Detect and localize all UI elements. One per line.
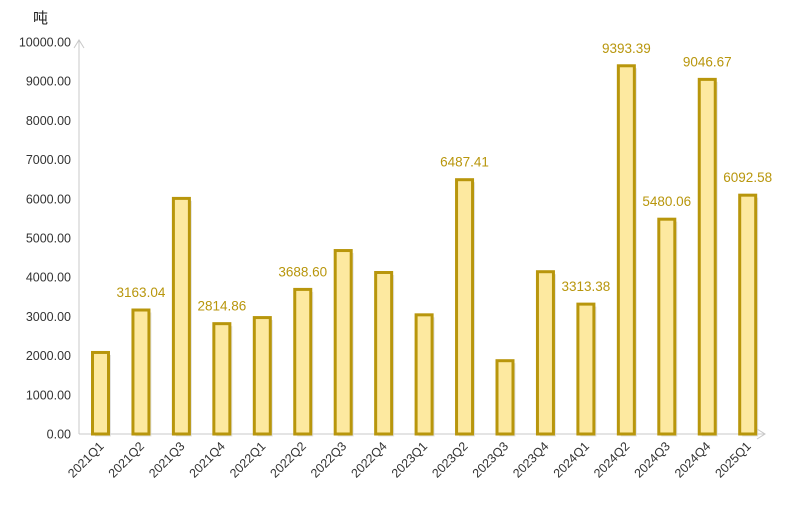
bar <box>91 350 110 436</box>
bar <box>131 308 151 436</box>
bar-value-label: 6092.58 <box>723 170 772 185</box>
y-tick-label: 9000.00 <box>26 75 71 89</box>
x-tick-label: 2025Q1 <box>712 439 753 480</box>
x-tick-label: 2023Q1 <box>389 439 430 480</box>
data-labels: 3163.04 2814.86 3688.60 6487.41 3313.38 9393.… <box>117 41 773 314</box>
x-tick-label: 2021Q3 <box>146 439 187 480</box>
bar <box>414 313 434 436</box>
y-axis-ticks: 0.00 1000.00 2000.00 3000.00 4000.00 5000.00 6… <box>19 36 71 442</box>
bar-value-label: 3163.04 <box>117 285 166 300</box>
y-tick-label: 0.00 <box>47 428 71 442</box>
x-axis-labels: 2021Q1 2021Q2 2021Q3 2021Q4 2022Q1 2022Q2 2022… <box>65 439 754 480</box>
bar-value-label: 2814.86 <box>197 299 246 314</box>
y-tick-label: 10000.00 <box>19 36 71 50</box>
x-tick-label: 2022Q3 <box>308 439 349 480</box>
x-tick-label: 2023Q2 <box>429 439 470 480</box>
x-tick-label: 2021Q4 <box>187 439 228 480</box>
y-tick-label: 5000.00 <box>26 232 71 246</box>
bar <box>535 270 555 436</box>
x-tick-label: 2022Q2 <box>268 439 309 480</box>
x-tick-label: 2023Q3 <box>470 439 511 480</box>
y-tick-label: 3000.00 <box>26 310 71 324</box>
bar <box>455 178 475 436</box>
bar <box>657 217 677 436</box>
bar <box>333 249 353 436</box>
bar <box>616 64 636 436</box>
bar-value-label: 6487.41 <box>440 155 489 170</box>
bar <box>495 359 515 436</box>
y-tick-label: 2000.00 <box>26 349 71 363</box>
bar-value-label: 5480.06 <box>642 194 691 209</box>
bar-value-label: 3688.60 <box>278 264 327 279</box>
bar <box>697 77 717 436</box>
x-tick-label: 2024Q1 <box>551 439 592 480</box>
x-tick-label: 2021Q1 <box>65 439 106 480</box>
y-axis-unit-label: 吨 <box>33 9 48 27</box>
y-tick-label: 7000.00 <box>26 153 71 167</box>
bar <box>738 193 758 436</box>
bar <box>293 287 313 436</box>
y-tick-label: 8000.00 <box>26 114 71 128</box>
y-axis-arrow <box>73 39 85 49</box>
bar <box>374 270 394 436</box>
x-tick-label: 2024Q2 <box>591 439 632 480</box>
bar-value-label: 3313.38 <box>561 279 610 294</box>
bar-value-label: 9046.67 <box>683 54 732 69</box>
x-tick-label: 2022Q4 <box>348 439 389 480</box>
bar <box>171 196 191 436</box>
x-tick-label: 2024Q3 <box>632 439 673 480</box>
y-tick-label: 4000.00 <box>26 271 71 285</box>
x-tick-label: 2024Q4 <box>672 439 713 480</box>
x-tick-label: 2021Q2 <box>106 439 147 480</box>
bars <box>91 64 759 437</box>
bar <box>252 316 272 436</box>
y-tick-label: 6000.00 <box>26 192 71 206</box>
bar <box>212 322 232 436</box>
bar-value-label: 9393.39 <box>602 41 651 56</box>
y-tick-label: 1000.00 <box>26 388 71 402</box>
x-tick-label: 2023Q4 <box>510 439 551 480</box>
x-tick-label: 2022Q1 <box>227 439 268 480</box>
x-axis-arrow <box>756 428 766 440</box>
bar <box>576 302 596 436</box>
